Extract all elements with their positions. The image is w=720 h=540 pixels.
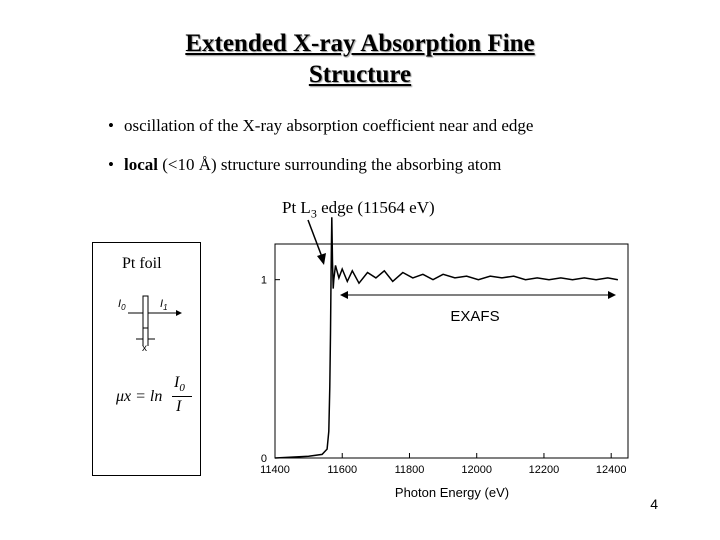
page-number: 4 (650, 496, 658, 512)
formula-bar (172, 396, 192, 397)
formula-numerator: I0 (174, 374, 185, 395)
formula-lhs: μx = ln (116, 388, 163, 405)
bullet-dot-icon: • (108, 155, 114, 174)
edge-label-sub: 3 (310, 206, 317, 221)
bullet-dot-icon: • (108, 116, 114, 135)
i1-label: I1 (160, 298, 168, 313)
exafs-arrow-right-icon (608, 291, 616, 299)
pt-foil-inset (92, 242, 201, 476)
edge-label: Pt L3 edge (11564 eV) (282, 198, 435, 221)
edge-label-pre: Pt L (282, 198, 311, 217)
foil-sample (142, 295, 149, 329)
edge-label-post: edge (11564 eV) (316, 198, 435, 217)
x-tick-label: 11400 (260, 464, 290, 476)
slide-title: Extended X-ray Absorption Fine Structure (0, 28, 720, 90)
exafs-arrow (340, 291, 616, 299)
y-tick-label: 1 (261, 275, 267, 287)
bullet-text: (<10 Å) structure surrounding the absorb… (158, 155, 502, 174)
x-tick-label: 11600 (327, 464, 357, 476)
bullet-text: oscillation of the X-ray absorption coef… (124, 116, 534, 135)
title-line-1: Extended X-ray Absorption Fine (185, 30, 535, 57)
exafs-annotation: EXAFS (450, 308, 499, 325)
x-tick-label: 12200 (529, 464, 560, 476)
x-tick-label: 12000 (461, 464, 492, 476)
i0-label: I0 (118, 298, 126, 313)
edge-pointer (307, 219, 326, 265)
formula-denominator: I (176, 398, 182, 415)
plot-frame (274, 243, 629, 459)
exafs-arrow-left-icon (340, 291, 348, 299)
beam-diagram (128, 295, 182, 346)
x-thickness-label: x (142, 343, 147, 354)
bullet-item: • local (<10 Å) structure surrounding the… (108, 155, 501, 175)
xas-chart: 01 11400 11600 11800 12000 12200 12400 EXAFS … (260, 217, 629, 500)
bullet-bold-word: local (124, 155, 158, 174)
x-axis-label: Photon Energy (eV) (395, 485, 509, 500)
x-tick-label: 12400 (596, 464, 627, 476)
absorption-spectrum-line (274, 217, 619, 459)
bullet-item: • oscillation of the X-ray absorption coe… (108, 116, 533, 136)
x-tick-label: 11800 (395, 464, 425, 476)
title-line-2: Structure (308, 61, 412, 88)
pointer-arrow-icon (317, 253, 326, 265)
beam-arrow-icon (176, 310, 182, 316)
y-tick-label: 0 (261, 453, 267, 465)
inset-title: Pt foil (122, 255, 162, 272)
